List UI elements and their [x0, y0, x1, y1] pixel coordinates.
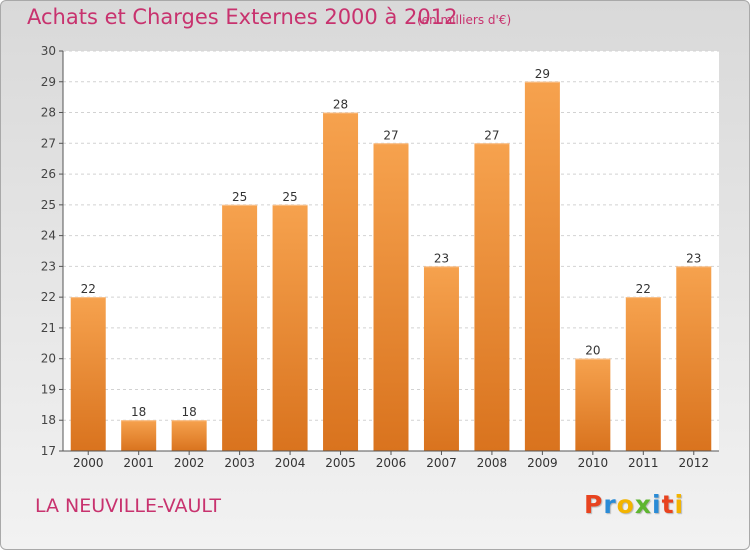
data-label: 27	[383, 128, 398, 142]
y-tick-label: 29	[41, 75, 56, 89]
data-label: 20	[585, 344, 600, 358]
x-tick-label: 2003	[224, 456, 255, 470]
y-tick-label: 28	[41, 106, 56, 120]
logo-letter: t	[661, 490, 675, 519]
logo-letter: P	[584, 490, 604, 519]
data-label: 25	[232, 190, 247, 204]
bar-2001	[121, 420, 157, 451]
y-tick-label: 22	[41, 290, 56, 304]
data-label: 22	[636, 282, 651, 296]
x-tick-label: 2001	[123, 456, 154, 470]
bar-2009	[524, 81, 560, 452]
data-label: 23	[434, 251, 449, 265]
x-tick-label: 2011	[628, 456, 659, 470]
x-tick-label: 2006	[376, 456, 407, 470]
y-tick-label: 26	[41, 167, 56, 181]
bars	[70, 81, 712, 452]
x-tick-label: 2007	[426, 456, 457, 470]
x-tick-label: 2012	[678, 456, 709, 470]
axes	[59, 50, 719, 455]
y-tick-label: 27	[41, 136, 56, 150]
bar-2000	[70, 297, 106, 451]
data-label: 28	[333, 98, 348, 112]
x-tick-label: 2000	[73, 456, 104, 470]
x-tick-label: 2005	[325, 456, 356, 470]
y-tick-label: 21	[41, 321, 56, 335]
y-tick-label: 30	[41, 44, 56, 58]
bar-2010	[575, 358, 611, 451]
bar-2003	[222, 204, 258, 451]
logo-letter: i	[652, 490, 662, 519]
x-tick-label: 2009	[527, 456, 558, 470]
data-label: 18	[131, 405, 146, 419]
chart-subtitle: (en milliers d'€)	[417, 13, 512, 27]
data-label: 23	[686, 251, 701, 265]
bar-2004	[272, 204, 308, 451]
data-label: 25	[282, 190, 297, 204]
data-label: 18	[182, 405, 197, 419]
y-tick-label: 25	[41, 198, 56, 212]
data-label: 22	[81, 282, 96, 296]
chart-title: Achats et Charges Externes 2000 à 2012	[27, 5, 458, 29]
bar-2008	[474, 143, 510, 452]
logo-letter: o	[616, 490, 635, 519]
y-tick-label: 17	[41, 444, 56, 458]
data-label: 29	[535, 67, 550, 81]
logo-letter: r	[603, 490, 617, 519]
bar-2005	[323, 112, 359, 452]
data-label: 27	[484, 128, 499, 142]
proxiti-logo: Proxiti	[584, 490, 684, 519]
logo-letter: x	[634, 490, 652, 519]
bar-2012	[676, 266, 712, 451]
y-tick-label: 23	[41, 259, 56, 273]
bar-2002	[171, 420, 207, 451]
bar-2007	[423, 266, 459, 451]
x-tick-label: 2008	[477, 456, 508, 470]
logo-letter: i	[674, 490, 685, 519]
x-tick-label: 2004	[275, 456, 306, 470]
y-tick-label: 19	[41, 382, 56, 396]
labels: 17 18 19 20 21 22 23 24 25 26 27 28 29 30 22 2000 18 2001…	[41, 44, 709, 470]
y-tick-label: 20	[41, 352, 56, 366]
bar-2006	[373, 143, 409, 452]
x-tick-label: 2010	[578, 456, 609, 470]
x-tick-label: 2002	[174, 456, 205, 470]
place-name: LA NEUVILLE-VAULT	[35, 495, 221, 517]
y-tick-label: 18	[41, 413, 56, 427]
bar-2011	[625, 297, 661, 451]
y-tick-label: 24	[41, 229, 56, 243]
